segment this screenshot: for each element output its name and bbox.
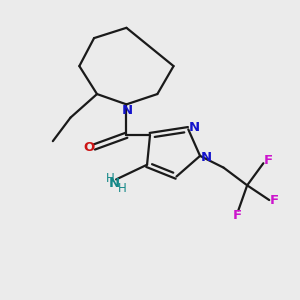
Text: H: H [118,182,126,195]
Text: N: N [201,151,212,164]
Text: H: H [106,172,115,185]
Text: N: N [189,122,200,134]
Text: N: N [109,177,120,190]
Text: F: F [270,194,279,207]
Text: F: F [264,154,273,167]
Text: O: O [83,141,94,154]
Text: N: N [122,104,133,117]
Text: F: F [232,209,242,222]
